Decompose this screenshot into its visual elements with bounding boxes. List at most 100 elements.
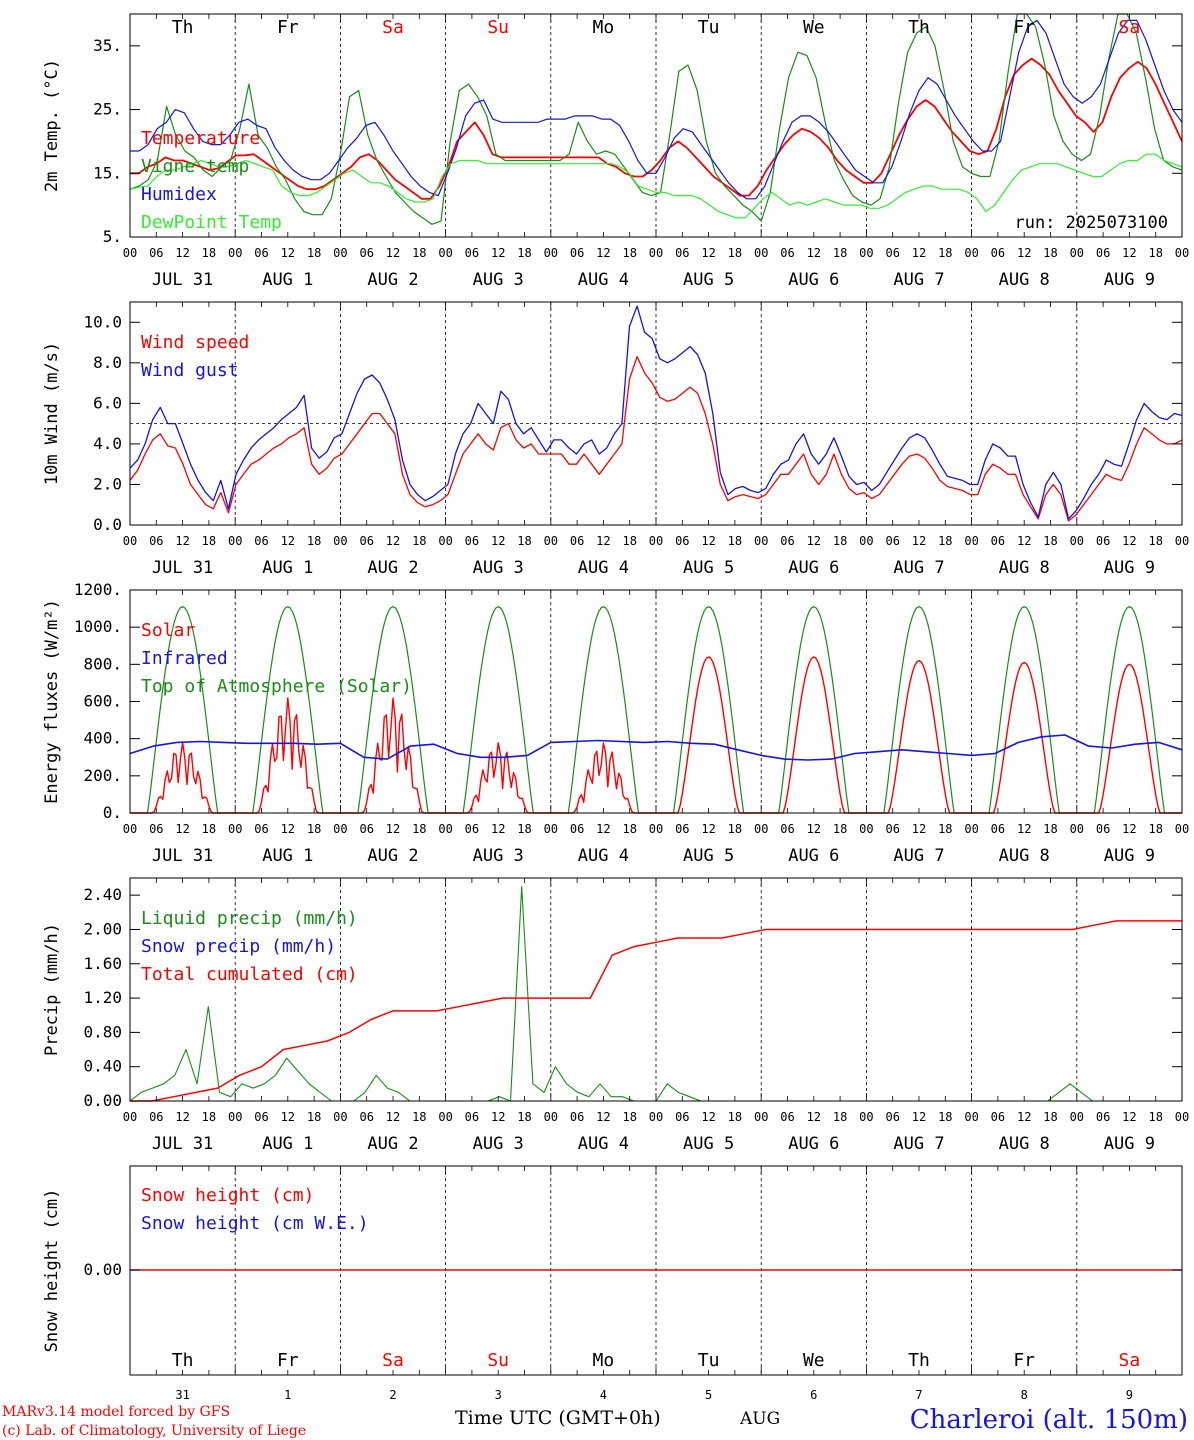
hour-tick-label: 00 — [438, 822, 452, 836]
hour-tick-label: 18 — [622, 1110, 636, 1124]
hour-tick-label: 00 — [438, 534, 452, 548]
hour-tick-label: 06 — [991, 822, 1005, 836]
hour-tick-label: 00 — [649, 534, 663, 548]
hour-tick-label: 00 — [544, 1110, 558, 1124]
hour-tick-label: 12 — [175, 1110, 189, 1124]
hour-tick-label: 12 — [386, 1110, 400, 1124]
hour-tick-label: 12 — [1122, 246, 1136, 260]
date-label: AUG 2 — [367, 558, 418, 578]
hour-tick-label: 18 — [202, 246, 216, 260]
hour-tick-label: 12 — [1017, 534, 1031, 548]
date-label: AUG 1 — [262, 558, 313, 578]
hour-tick-label: 00 — [754, 246, 768, 260]
legend-entry: DewPoint Temp — [141, 212, 282, 233]
hour-tick-label: 00 — [964, 1110, 978, 1124]
weekday-label: Tu — [698, 1350, 720, 1371]
y-axis-label: Precip (mm/h) — [42, 923, 62, 1056]
date-label: AUG 2 — [367, 270, 418, 290]
weekday-label: Fr — [1013, 1350, 1035, 1371]
hour-tick-label: 06 — [1096, 1110, 1110, 1124]
y-tick-label: 0.40 — [83, 1057, 122, 1076]
hour-tick-label: 06 — [780, 246, 794, 260]
hour-tick-label: 00 — [1070, 246, 1084, 260]
date-label: AUG 3 — [473, 558, 524, 578]
y-tick-label: 2.00 — [83, 919, 122, 938]
hour-tick-label: 00 — [859, 1110, 873, 1124]
hour-tick-label: 18 — [412, 822, 426, 836]
date-label: AUG 5 — [683, 270, 734, 290]
date-label: AUG 7 — [893, 558, 944, 578]
hour-tick-label: 00 — [228, 534, 242, 548]
hour-tick-label: 06 — [359, 246, 373, 260]
date-number: 4 — [600, 1388, 607, 1402]
hour-tick-label: 00 — [123, 1110, 137, 1124]
legend-entry: Infrared — [141, 648, 228, 669]
hour-tick-label: 06 — [885, 822, 899, 836]
hour-tick-label: 06 — [465, 822, 479, 836]
weekday-label: Th — [172, 17, 194, 38]
hour-tick-label: 00 — [228, 1110, 242, 1124]
hour-tick-label: 00 — [754, 1110, 768, 1124]
hour-tick-label: 12 — [807, 1110, 821, 1124]
date-label: AUG 1 — [262, 846, 313, 866]
hour-tick-label: 18 — [728, 534, 742, 548]
legend-entry: Snow height (cm) — [141, 1185, 314, 1206]
y-tick-label: 0.00 — [83, 1091, 122, 1110]
date-label: AUG 3 — [473, 846, 524, 866]
hour-tick-label: 00 — [859, 534, 873, 548]
hour-tick-label: 18 — [517, 822, 531, 836]
hour-tick-label: 18 — [1043, 534, 1057, 548]
date-label: AUG 8 — [999, 270, 1050, 290]
y-axis-label: 10m Wind (m/s) — [42, 342, 62, 485]
hour-tick-label: 12 — [281, 1110, 295, 1124]
hour-tick-label: 18 — [938, 1110, 952, 1124]
hour-tick-label: 18 — [833, 1110, 847, 1124]
hour-tick-label: 00 — [1175, 246, 1189, 260]
footer-time: Time UTC (GMT+0h) — [455, 1407, 661, 1429]
hour-tick-label: 12 — [1017, 822, 1031, 836]
hour-tick-label: 18 — [833, 534, 847, 548]
hour-tick-label: 12 — [386, 246, 400, 260]
weekday-label: Th — [908, 1350, 930, 1371]
date-label: AUG 6 — [788, 558, 839, 578]
hour-tick-label: 06 — [991, 246, 1005, 260]
date-label: JUL 31 — [152, 846, 213, 866]
hour-tick-label: 12 — [491, 1110, 505, 1124]
weekday-label: Tu — [698, 17, 720, 38]
date-number: 5 — [705, 1388, 712, 1402]
hour-tick-label: 18 — [1148, 534, 1162, 548]
hour-tick-label: 06 — [570, 246, 584, 260]
hour-tick-label: 18 — [833, 822, 847, 836]
hour-tick-label: 06 — [885, 246, 899, 260]
weekday-label: Th — [172, 1350, 194, 1371]
series-wind-gust — [129, 305, 1183, 520]
hour-tick-label: 12 — [1017, 246, 1031, 260]
weekday-label: Th — [908, 17, 930, 38]
hour-tick-label: 00 — [754, 534, 768, 548]
y-tick-label: 1.60 — [83, 954, 122, 973]
hour-tick-label: 06 — [885, 534, 899, 548]
hour-tick-label: 12 — [596, 534, 610, 548]
legend-entry: Snow height (cm W.E.) — [141, 1213, 369, 1234]
hour-tick-label: 18 — [938, 822, 952, 836]
hour-tick-label: 06 — [570, 822, 584, 836]
legend-entry: Solar — [141, 620, 195, 641]
hour-tick-label: 00 — [859, 246, 873, 260]
hour-tick-label: 06 — [1096, 246, 1110, 260]
hour-tick-label: 06 — [359, 534, 373, 548]
date-number: 2 — [389, 1388, 396, 1402]
hour-tick-label: 06 — [780, 534, 794, 548]
hour-tick-label: 00 — [123, 822, 137, 836]
hour-tick-label: 06 — [254, 246, 268, 260]
date-number: 3 — [495, 1388, 502, 1402]
hour-tick-label: 12 — [701, 1110, 715, 1124]
series-infrared — [129, 734, 1183, 761]
y-tick-label: 800. — [83, 654, 122, 673]
hour-tick-label: 12 — [596, 822, 610, 836]
series-temperature — [130, 57, 1183, 200]
footer-model: MARv3.14 model forced by GFS — [2, 1404, 230, 1420]
hour-tick-label: 12 — [912, 534, 926, 548]
hour-tick-label: 00 — [1175, 822, 1189, 836]
hour-tick-label: 00 — [859, 822, 873, 836]
hour-tick-label: 06 — [149, 1110, 163, 1124]
